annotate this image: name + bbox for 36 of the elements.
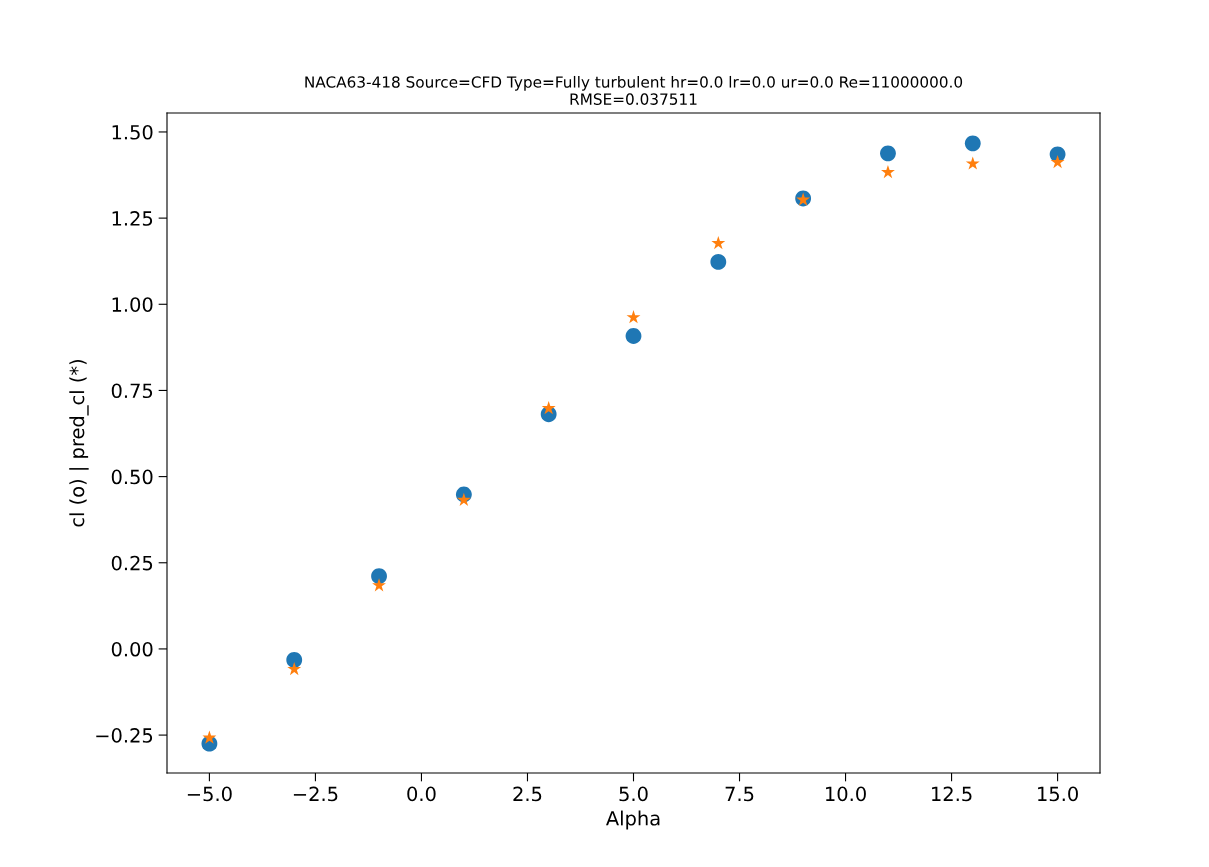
- y-tick-label: 1.50: [112, 124, 153, 140]
- x-tick-label: 12.5: [932, 786, 972, 802]
- y-tick-label: 0.00: [111, 641, 153, 657]
- y-tick-label: 1.25: [112, 211, 153, 226]
- x-tick-label: 15.0: [1038, 786, 1078, 802]
- point: [625, 328, 642, 344]
- x-tick-label: −5.0: [187, 786, 232, 802]
- x-tick-label: −2.5: [293, 786, 338, 802]
- y-tick-label: 0.25: [111, 555, 153, 571]
- chart-title: NACA63-418 Source=CFD Type=Fully turbulent hr=0.0 lr=0.0 ur=0.0 Re=11000000.0 RMSE=0.037511: [305, 75, 963, 105]
- y-tick-label: 1.00: [112, 297, 153, 312]
- y-tick-label: 0.50: [111, 469, 153, 485]
- point: [372, 578, 386, 592]
- point: [964, 135, 981, 152]
- x-tick-label: 7.5: [725, 786, 754, 802]
- y-tick-label: −0.25: [96, 728, 153, 743]
- point: [1050, 155, 1065, 169]
- point: [371, 568, 387, 585]
- point: [965, 156, 980, 170]
- y-axis-title: cl (o) | pred_cl (*): [69, 360, 89, 527]
- point: [626, 310, 641, 324]
- point: [881, 165, 895, 179]
- point: [287, 661, 302, 676]
- point: [456, 492, 471, 506]
- x-tick-label: 5.0: [619, 786, 648, 802]
- x-tick-label: 10.0: [826, 786, 866, 802]
- point: [286, 652, 303, 668]
- point: [880, 145, 896, 162]
- y-tick-label: 0.75: [111, 383, 153, 399]
- point: [711, 235, 726, 250]
- point: [710, 253, 727, 270]
- point: [541, 401, 556, 415]
- point: [202, 730, 217, 744]
- x-tick-label: 2.5: [513, 786, 542, 802]
- x-tick-label: 0.0: [407, 786, 436, 802]
- x-axis-title: Alpha: [606, 810, 660, 830]
